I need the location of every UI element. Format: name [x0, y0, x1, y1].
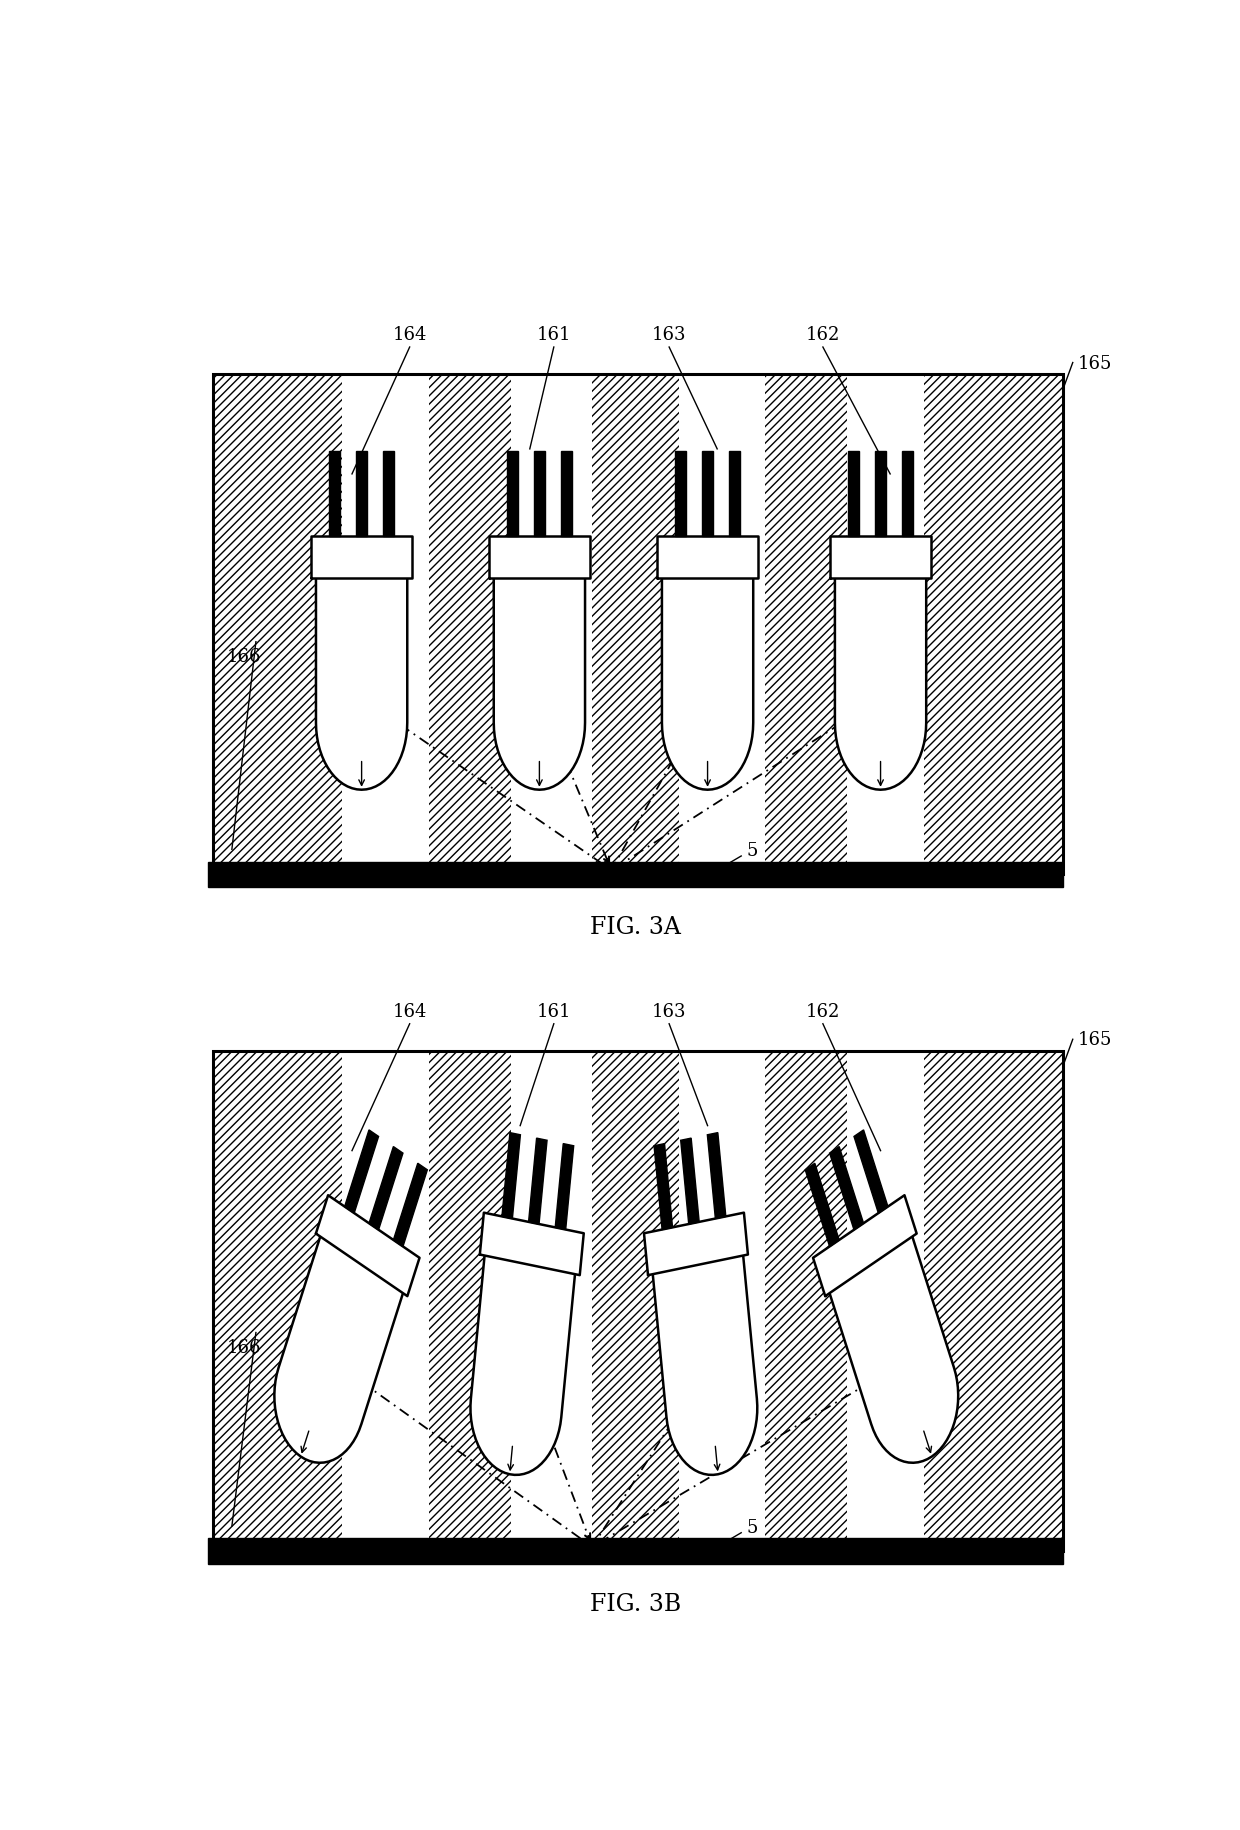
Bar [924, 1050, 1063, 1552]
Polygon shape [330, 452, 340, 536]
Bar [213, 375, 342, 875]
Text: FIG. 3B: FIG. 3B [590, 1592, 681, 1614]
Text: 166: 166 [227, 648, 262, 666]
Polygon shape [854, 1131, 888, 1213]
Polygon shape [848, 452, 859, 536]
Polygon shape [653, 1144, 672, 1230]
Bar [429, 1050, 511, 1552]
Polygon shape [370, 1147, 403, 1230]
Text: 162: 162 [806, 326, 839, 344]
Bar [924, 375, 1063, 875]
Bar [213, 1050, 342, 1552]
Polygon shape [316, 578, 407, 791]
Polygon shape [903, 452, 913, 536]
Polygon shape [681, 1138, 699, 1224]
Polygon shape [274, 1237, 403, 1462]
Polygon shape [729, 452, 740, 536]
Polygon shape [556, 1144, 574, 1230]
Polygon shape [534, 452, 544, 536]
Bar [429, 375, 511, 875]
Bar [765, 1050, 847, 1552]
Polygon shape [830, 1147, 863, 1230]
Text: 164: 164 [393, 326, 427, 344]
Polygon shape [830, 1237, 959, 1462]
Polygon shape [494, 578, 585, 791]
Polygon shape [345, 1131, 378, 1213]
Bar [765, 375, 847, 875]
Bar [924, 1050, 1063, 1552]
Polygon shape [470, 1255, 575, 1475]
Bar [593, 1050, 678, 1552]
Bar [213, 1050, 1063, 1552]
Text: 163: 163 [652, 326, 687, 344]
Polygon shape [644, 1213, 748, 1276]
Polygon shape [813, 1195, 916, 1296]
Bar [593, 1050, 678, 1552]
Bar [593, 375, 678, 875]
Polygon shape [875, 452, 885, 536]
Text: 161: 161 [537, 326, 572, 344]
Polygon shape [502, 1133, 521, 1219]
Polygon shape [560, 452, 572, 536]
Polygon shape [507, 452, 518, 536]
Polygon shape [805, 1164, 839, 1246]
Text: 161: 161 [537, 1003, 572, 1019]
Bar [213, 1050, 342, 1552]
Polygon shape [707, 1133, 725, 1219]
Polygon shape [393, 1164, 428, 1246]
Polygon shape [383, 452, 394, 536]
Text: 163: 163 [652, 1003, 687, 1019]
Polygon shape [835, 578, 926, 791]
Text: 165: 165 [1078, 355, 1112, 371]
Text: 5: 5 [746, 842, 758, 860]
Bar [924, 375, 1063, 875]
Bar [429, 375, 511, 875]
Bar [429, 1050, 511, 1552]
Polygon shape [311, 536, 412, 578]
Bar [208, 1539, 1063, 1565]
Polygon shape [652, 1255, 758, 1475]
Polygon shape [489, 536, 590, 578]
Polygon shape [356, 452, 367, 536]
Polygon shape [528, 1138, 547, 1224]
Polygon shape [657, 536, 758, 578]
Polygon shape [662, 578, 753, 791]
Text: 164: 164 [393, 1003, 427, 1019]
Bar [213, 375, 342, 875]
Polygon shape [830, 536, 931, 578]
Text: FIG. 3A: FIG. 3A [590, 915, 681, 939]
Bar [593, 375, 678, 875]
Bar [765, 1050, 847, 1552]
Polygon shape [676, 452, 686, 536]
Bar [765, 375, 847, 875]
Text: 166: 166 [227, 1338, 262, 1356]
Polygon shape [316, 1195, 419, 1296]
Text: 165: 165 [1078, 1030, 1112, 1049]
Bar [213, 375, 1063, 875]
Bar [208, 862, 1063, 888]
Text: 162: 162 [806, 1003, 839, 1019]
Polygon shape [702, 452, 713, 536]
Polygon shape [480, 1213, 584, 1276]
Text: 5: 5 [746, 1519, 758, 1535]
